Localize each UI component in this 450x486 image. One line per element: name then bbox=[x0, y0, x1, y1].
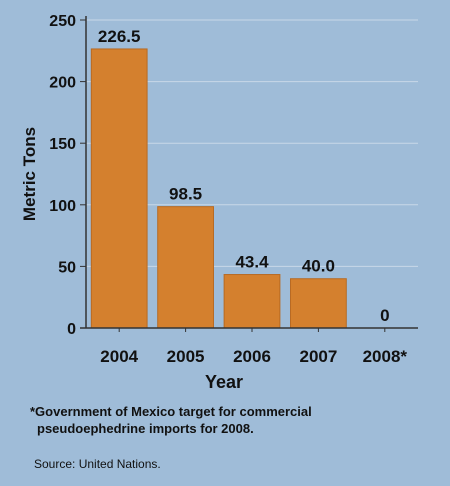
bar-2006 bbox=[223, 274, 281, 329]
x-tick-label: 2005 bbox=[167, 347, 205, 366]
x-tick-label: 2004 bbox=[100, 347, 138, 366]
x-tick-label: 2006 bbox=[233, 347, 271, 366]
footnote: *Government of Mexico target for commerc… bbox=[30, 403, 430, 437]
y-tick-label: 200 bbox=[49, 75, 76, 92]
x-tick-label: 2008* bbox=[363, 347, 408, 366]
bar-chart: 0 50 100 150 200 250 226.5 2004 98.5 2005 43.4 2006… bbox=[20, 13, 418, 392]
source-note: Source: United Nations. bbox=[34, 457, 161, 471]
axes bbox=[80, 16, 418, 332]
bar-2005 bbox=[157, 206, 214, 329]
bar-2004 bbox=[90, 48, 148, 329]
y-tick-label: 150 bbox=[49, 136, 76, 153]
y-tick-label: 250 bbox=[49, 13, 76, 30]
y-tick-label: 100 bbox=[49, 198, 76, 215]
data-label: 43.4 bbox=[235, 253, 269, 272]
y-axis-title: Metric Tons bbox=[20, 127, 39, 221]
x-axis-title: Year bbox=[205, 372, 243, 392]
data-label: 98.5 bbox=[169, 185, 202, 204]
footnote-line-2: pseudoephedrine imports for 2008. bbox=[37, 421, 254, 436]
labels: 0 50 100 150 200 250 226.5 2004 98.5 2005 43.4 2006… bbox=[20, 13, 407, 392]
x-tick-label: 2007 bbox=[299, 347, 337, 366]
data-label: 226.5 bbox=[98, 27, 141, 46]
y-tick-label: 50 bbox=[58, 259, 76, 276]
data-label: 0 bbox=[380, 306, 389, 325]
y-tick-label: 0 bbox=[67, 321, 76, 338]
footnote-line-1: *Government of Mexico target for commerc… bbox=[30, 404, 312, 419]
bars bbox=[90, 48, 347, 329]
bar-2007 bbox=[290, 278, 347, 329]
data-label: 40.0 bbox=[302, 257, 335, 276]
